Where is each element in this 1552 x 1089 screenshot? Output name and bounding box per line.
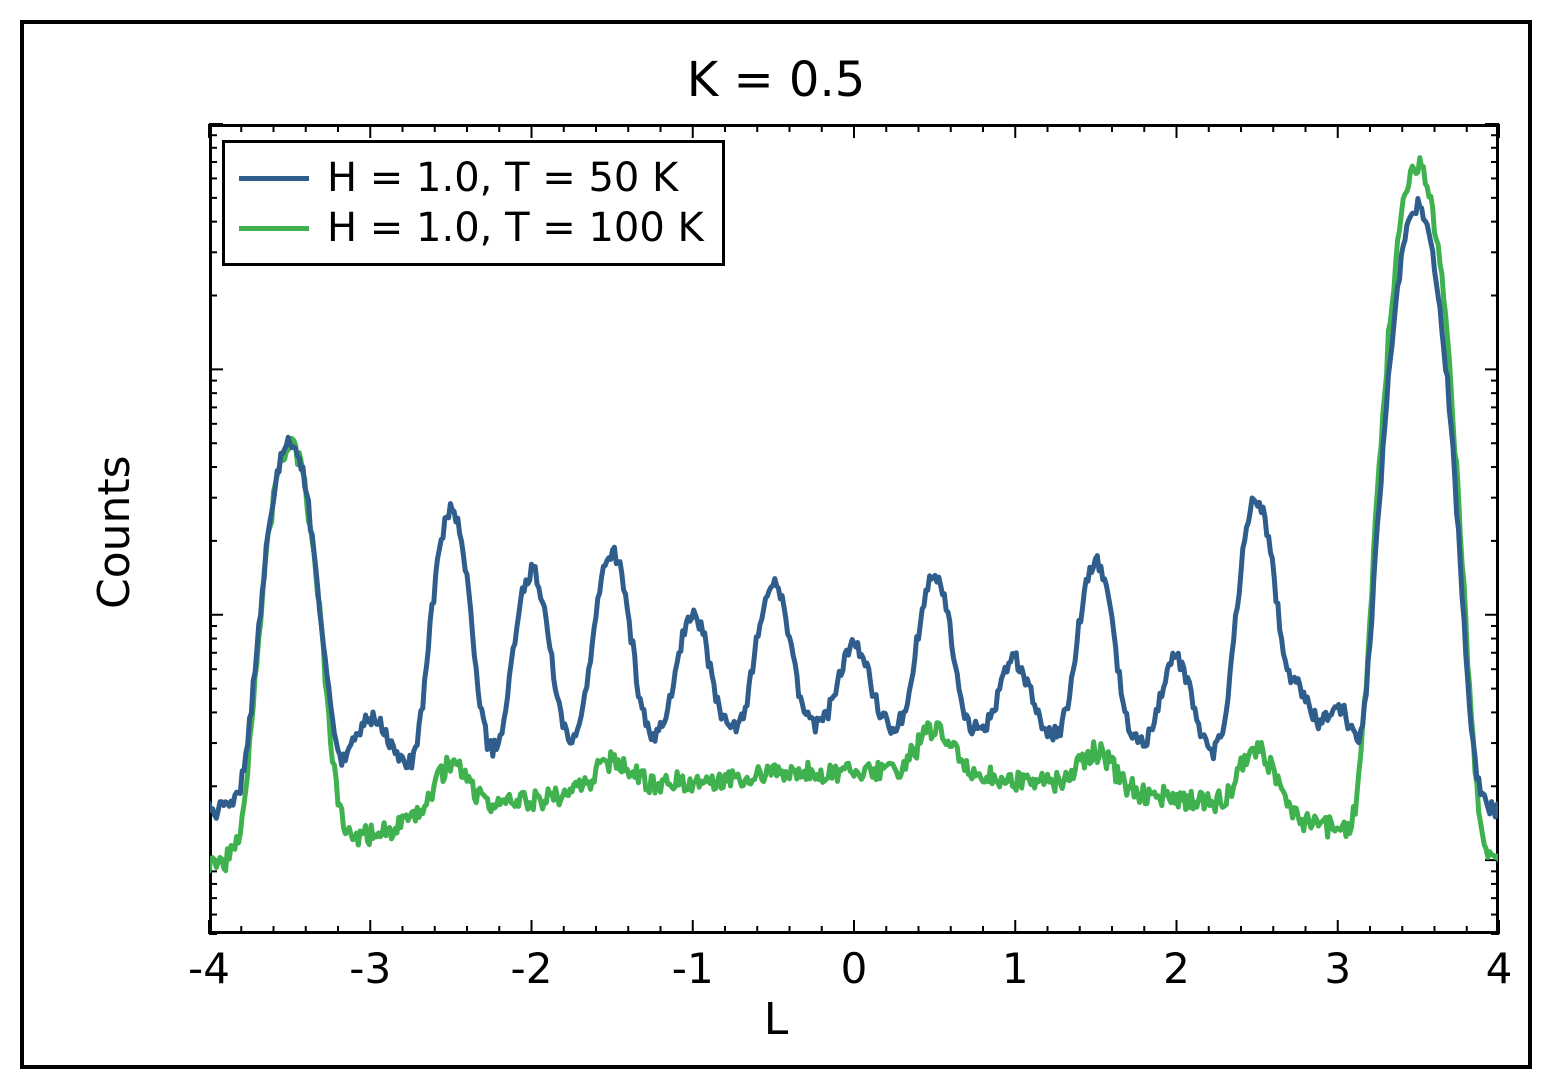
x-tick-label: -1 <box>663 944 723 993</box>
legend-swatch-1 <box>239 226 309 231</box>
x-tick-label: 2 <box>1147 944 1207 993</box>
x-tick-label: -3 <box>340 944 400 993</box>
legend-label-0: H = 1.0, T = 50 K <box>327 155 678 201</box>
legend: H = 1.0, T = 50 K H = 1.0, T = 100 K <box>222 140 725 266</box>
outer-frame: K = 0.5 H = 1.0, T = 50 K H = 1.0, T = 1… <box>20 20 1532 1069</box>
x-tick-label: -2 <box>502 944 562 993</box>
legend-label-1: H = 1.0, T = 100 K <box>327 205 704 251</box>
x-tick-label: 4 <box>1469 944 1529 993</box>
x-axis-label: L <box>24 994 1528 1045</box>
legend-entry-0: H = 1.0, T = 50 K <box>239 155 704 201</box>
x-tick-label: -4 <box>179 944 239 993</box>
legend-entry-1: H = 1.0, T = 100 K <box>239 205 704 251</box>
x-tick-label: 0 <box>824 944 884 993</box>
x-tick-label: 3 <box>1308 944 1368 993</box>
legend-swatch-0 <box>239 176 309 181</box>
x-tick-label: 1 <box>985 944 1045 993</box>
y-axis-label: Counts <box>89 455 140 609</box>
